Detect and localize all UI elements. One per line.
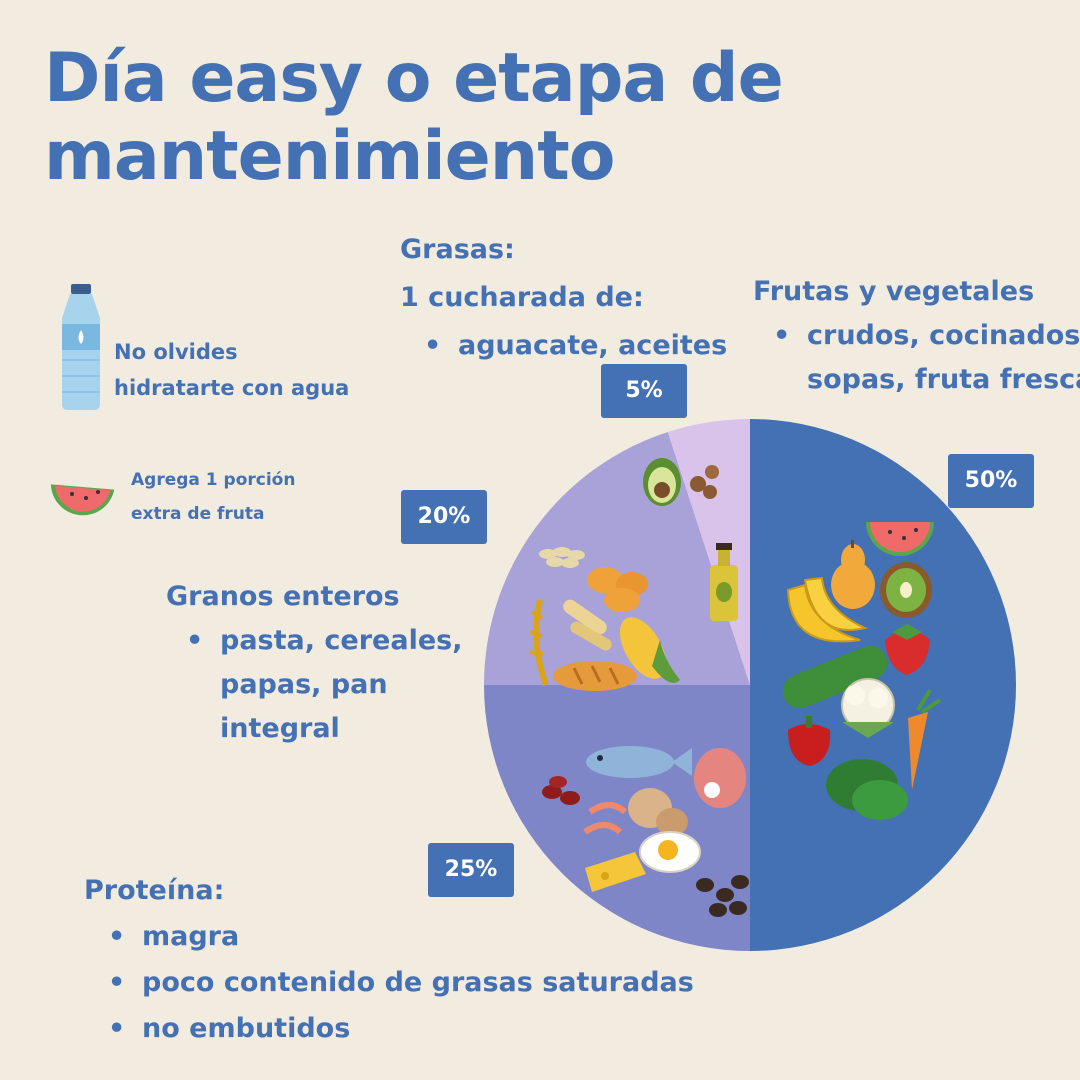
cucumber-icon	[782, 645, 888, 709]
tip-line: No olvides	[114, 340, 238, 364]
shrimp-icon	[583, 802, 628, 835]
data-label-frutas: 50%	[948, 454, 1034, 508]
meat-icon	[694, 748, 746, 808]
beans-icon	[542, 776, 580, 805]
protein-heading: Proteína:	[84, 875, 225, 906]
tip-line: Agrega 1 porción	[131, 470, 296, 490]
watermelon-icon	[50, 484, 115, 516]
grains-illustration	[529, 547, 680, 691]
protein-item: magra	[104, 914, 694, 960]
grains-item: pasta, cereales,	[182, 619, 462, 663]
fruits-list: crudos, cocinados,	[769, 314, 1080, 358]
fruit-tip: Agrega 1 porción extra de fruta	[131, 463, 295, 531]
fruits-vegetables-illustration	[782, 522, 942, 820]
corn-icon	[619, 617, 680, 683]
coffee-beans-icon	[696, 875, 749, 917]
protein-list: magra poco contenido de grasas saturadas…	[104, 914, 694, 1052]
protein-section: Proteína: magra poco contenido de grasas…	[84, 868, 694, 1052]
grains-item-continuation: integral	[220, 713, 340, 744]
cheese-icon	[585, 852, 646, 892]
tip-line: hidratarte con agua	[114, 376, 350, 400]
fats-heading: Grasas:	[400, 234, 515, 265]
carrot-icon	[908, 688, 942, 790]
pie-slice-proteina	[484, 685, 750, 951]
pasta-icon	[563, 599, 612, 651]
protein-item: no embutidos	[104, 1006, 694, 1052]
fats-section: Grasas: 1 cucharada de: aguacate, aceite…	[400, 226, 727, 370]
protein-item: poco contenido de grasas saturadas	[104, 960, 694, 1006]
fruits-heading: Frutas y vegetales	[753, 276, 1035, 307]
grains-heading: Granos enteros	[166, 581, 400, 612]
oil-bottle-icon	[710, 543, 738, 621]
fruits-item: crudos, cocinados,	[769, 314, 1080, 358]
fish-icon	[586, 746, 692, 778]
nuggets-icon	[587, 567, 648, 612]
grains-list: pasta, cereales,	[182, 619, 462, 663]
data-label-proteina: 25%	[428, 843, 514, 897]
protein-illustration	[542, 746, 749, 917]
fruits-section: Frutas y vegetales crudos, cocinados, so…	[753, 270, 1080, 402]
cauliflower-icon	[841, 678, 895, 738]
fruits-item-continuation: sopas, fruta fresca	[807, 364, 1080, 395]
tip-line: extra de fruta	[131, 504, 265, 524]
pear-icon	[831, 540, 875, 609]
strawberry-icon	[885, 624, 930, 675]
banana-icon	[786, 576, 869, 643]
hazelnut-icon	[690, 465, 719, 499]
spinach-icon	[826, 759, 908, 820]
bread-icon	[553, 661, 637, 691]
avocado-icon	[643, 458, 681, 506]
pie-slice-granos	[484, 432, 750, 685]
data-label-granos: 20%	[401, 490, 487, 544]
egg-icon	[639, 831, 701, 873]
nuts-icon	[628, 788, 688, 836]
watermelon-icon	[866, 522, 934, 556]
fats-item: aguacate, aceites	[420, 322, 727, 370]
kiwi-icon	[880, 562, 932, 618]
page-title: Día easy o etapa de mantenimiento	[44, 40, 824, 196]
fats-list: aguacate, aceites	[420, 322, 727, 370]
oats-icon	[539, 547, 585, 568]
hydration-tip: No olvides hidratarte con agua	[114, 334, 349, 406]
title-line: mantenimiento	[44, 117, 615, 196]
grains-item-continuation: papas, pan	[220, 669, 388, 700]
pepper-icon	[788, 716, 831, 766]
data-label-grasas: 5%	[601, 364, 687, 418]
grains-section: Granos enteros pasta, cereales, papas, p…	[166, 575, 462, 751]
wheat-icon	[529, 599, 549, 687]
fats-illustration	[643, 458, 738, 621]
water-bottle-icon	[62, 284, 100, 410]
fats-subheading: 1 cucharada de:	[400, 282, 644, 313]
title-line: Día easy o etapa de	[44, 39, 784, 118]
